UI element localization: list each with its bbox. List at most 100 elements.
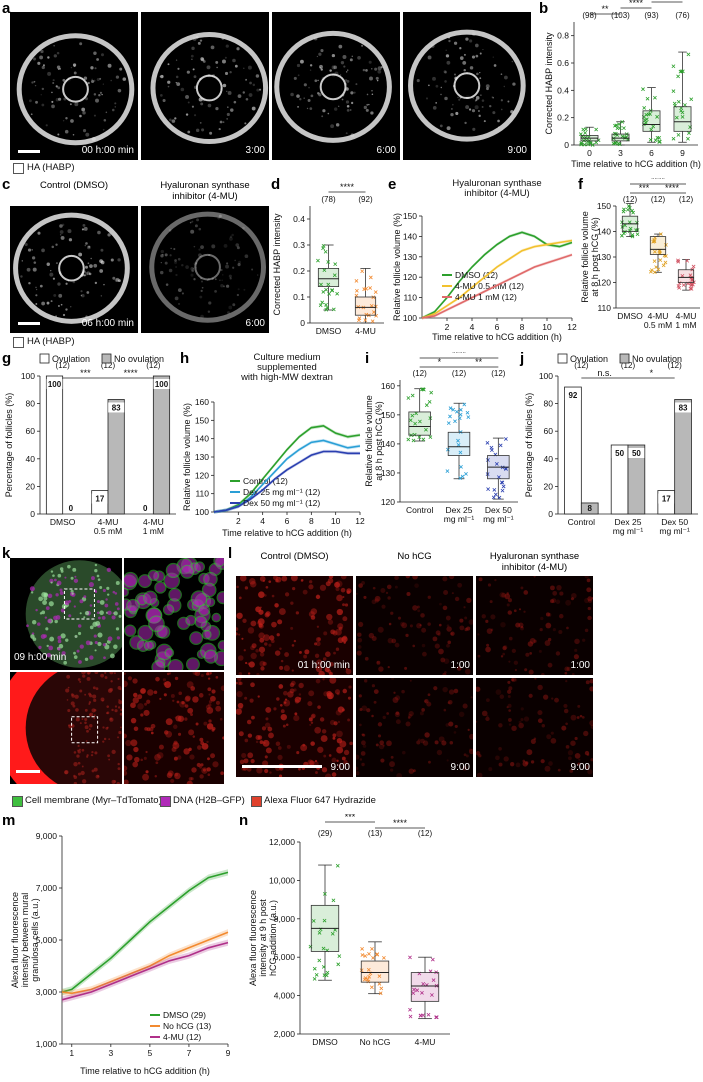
red-speckle (456, 666, 462, 671)
speckle (357, 55, 361, 60)
data-point (318, 303, 323, 308)
data-point (622, 126, 626, 131)
red-speckle (150, 731, 154, 735)
text-line: 92 (568, 391, 577, 400)
red-speckle (422, 651, 427, 657)
x-tick-label: 8 (309, 516, 314, 526)
speckle (193, 278, 196, 281)
speckle (195, 128, 200, 133)
red-speckle (520, 707, 524, 711)
red-speckle (495, 755, 500, 761)
speckle (321, 115, 324, 118)
chart-h-y-tick-label: 160 (195, 397, 209, 407)
text-line: 8 (309, 516, 314, 526)
speckle (98, 93, 101, 97)
text-line: 3 (108, 1048, 113, 1058)
cell-speckle (88, 581, 94, 588)
red-speckle (174, 716, 177, 719)
data-point (369, 985, 374, 990)
red-speckle (174, 772, 181, 780)
speckle (83, 274, 86, 277)
red-speckle (110, 680, 113, 683)
speckle (57, 133, 60, 136)
bar-value-bg (628, 448, 645, 458)
x-tick-label: 0 (587, 148, 592, 158)
red-speckle (432, 636, 438, 642)
red-speckle (134, 756, 140, 763)
text-line: (12) (101, 361, 116, 370)
red-speckle (584, 597, 590, 604)
red-speckle (545, 612, 551, 617)
red-speckle (371, 599, 377, 605)
red-speckle (126, 754, 133, 761)
red-speckle (585, 680, 590, 685)
chart-b-y-tick-label: 0 (564, 140, 569, 150)
red-speckle (336, 738, 343, 744)
speckle (174, 259, 177, 262)
red-speckle (133, 726, 139, 732)
cell (185, 657, 200, 670)
red-speckle (507, 680, 511, 684)
speckle (236, 246, 240, 250)
data-point (628, 226, 633, 231)
speckle (191, 220, 194, 223)
red-speckle (264, 768, 269, 774)
red-speckle (293, 639, 297, 643)
speckle (174, 296, 179, 301)
red-speckle (437, 632, 441, 637)
red-speckle (541, 672, 545, 675)
red-speckle (317, 746, 324, 753)
red-speckle (303, 654, 307, 659)
text-line: (12) (679, 195, 694, 204)
red-speckle (419, 711, 424, 716)
text-line: 130 (195, 452, 209, 462)
red-speckle (394, 642, 400, 648)
cell-speckle (76, 649, 80, 653)
speckle (435, 102, 438, 104)
chart-d-y-tick-label: 0.4 (293, 214, 305, 224)
red-speckle (222, 736, 224, 740)
speckle (362, 68, 366, 72)
cell (180, 564, 195, 579)
red-speckle (589, 686, 593, 692)
speckle (79, 114, 82, 118)
data-point (371, 956, 375, 960)
red-speckle (210, 695, 216, 702)
red-speckle (215, 700, 220, 705)
red-speckle (150, 723, 156, 729)
speckle (58, 97, 62, 101)
timestamp-l-bottom-0: 9:00 (330, 762, 350, 773)
red-speckle (271, 621, 277, 628)
data-point (360, 269, 365, 274)
cell-speckle (59, 567, 64, 571)
red-speckle (486, 643, 490, 647)
speckle (226, 118, 228, 120)
red-speckle (88, 701, 92, 704)
speckle (200, 57, 204, 61)
chart-h-y-tick-label: 100 (195, 507, 209, 517)
red-speckle (453, 731, 457, 734)
data-point (641, 87, 645, 92)
red-speckle (146, 727, 151, 732)
sig-g-0: *** (80, 368, 91, 378)
speckle (115, 75, 120, 79)
red-speckle (241, 752, 247, 759)
speckle (345, 71, 348, 73)
sig-f-1: *** (639, 183, 650, 193)
text-line: 130 (597, 252, 611, 262)
red-speckle (258, 623, 263, 628)
cell-speckle (63, 660, 68, 665)
red-speckle (192, 735, 196, 738)
speckle (471, 32, 476, 36)
red-speckle (489, 600, 493, 604)
red-speckle (347, 718, 351, 722)
cell-speckle (55, 593, 59, 597)
speckle (222, 274, 224, 276)
text-line: 9 (680, 148, 685, 158)
micrograph-c-1-image (149, 211, 267, 323)
data-point (465, 410, 470, 415)
cell (165, 562, 181, 579)
text-line: No hCG (13) (163, 1021, 211, 1031)
text-line: 100 (403, 313, 417, 323)
